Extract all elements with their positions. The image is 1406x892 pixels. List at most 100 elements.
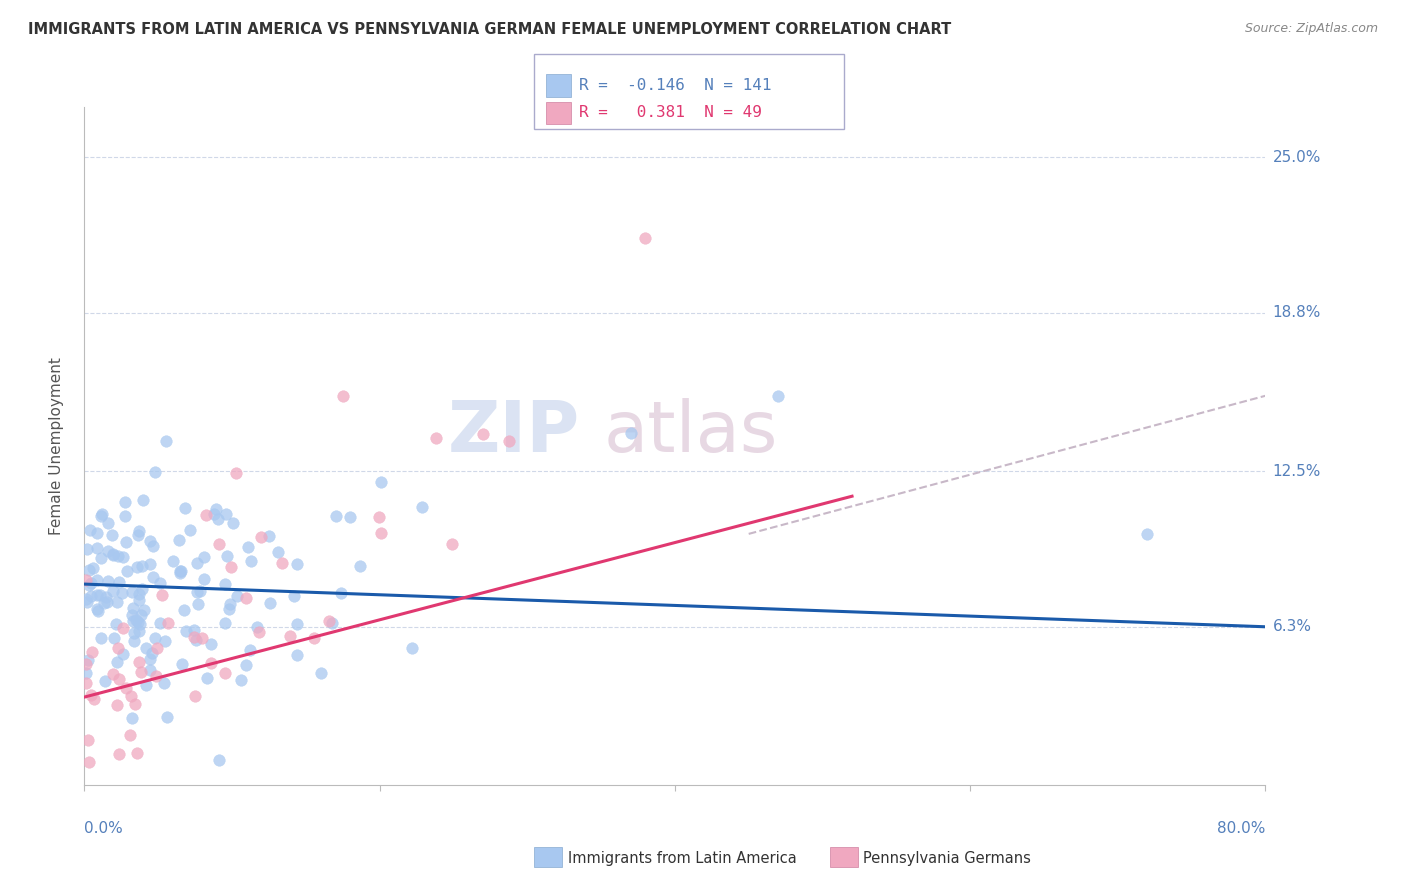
Point — [103, 666, 125, 681]
Point — [114, 495, 136, 509]
Point — [208, 537, 231, 551]
Point — [155, 434, 177, 448]
Point — [190, 631, 212, 645]
Point — [193, 549, 215, 564]
Point — [115, 564, 138, 578]
Point — [186, 585, 208, 599]
Point — [128, 592, 150, 607]
Point — [214, 666, 236, 681]
Point — [441, 537, 464, 551]
Point — [214, 616, 236, 631]
Point — [142, 569, 165, 583]
Text: Pennsylvania Germans: Pennsylvania Germans — [863, 851, 1031, 865]
Point — [349, 558, 371, 573]
Point — [768, 389, 790, 403]
Point — [162, 554, 184, 568]
Point — [86, 573, 108, 587]
Point — [145, 668, 167, 682]
Point — [143, 465, 166, 479]
Point — [77, 755, 100, 769]
Text: R =  -0.146  N = 141: R = -0.146 N = 141 — [579, 78, 772, 93]
Point — [129, 607, 152, 622]
Point — [167, 533, 190, 547]
Point — [107, 549, 129, 563]
Point — [83, 692, 105, 706]
Point — [75, 657, 97, 671]
Point — [145, 641, 167, 656]
Point — [283, 590, 305, 604]
Point — [225, 589, 247, 603]
Point — [208, 753, 231, 767]
Point — [135, 641, 157, 656]
Point — [235, 657, 257, 672]
Point — [125, 747, 148, 761]
Point — [267, 545, 290, 559]
Point — [188, 584, 211, 599]
Point — [89, 588, 111, 602]
Point — [169, 566, 191, 580]
Point — [87, 604, 110, 618]
Point — [128, 655, 150, 669]
Point — [101, 548, 124, 562]
Point — [124, 697, 146, 711]
Point — [194, 508, 217, 522]
Point — [75, 573, 97, 587]
Point — [174, 501, 197, 516]
Point — [330, 586, 353, 600]
Point — [239, 643, 262, 657]
Point — [77, 733, 100, 747]
Point — [156, 709, 179, 723]
Point — [202, 507, 225, 521]
Point — [498, 434, 520, 449]
Point — [75, 676, 97, 690]
Point — [82, 560, 104, 574]
Point — [134, 603, 156, 617]
Point — [150, 588, 173, 602]
Point — [121, 584, 143, 599]
Point — [187, 597, 209, 611]
Point — [179, 523, 201, 537]
Point — [157, 616, 180, 631]
Point — [170, 564, 193, 578]
Point — [86, 525, 108, 540]
Text: ZIP: ZIP — [449, 398, 581, 467]
Point — [125, 613, 148, 627]
Point — [128, 624, 150, 639]
Point — [105, 595, 128, 609]
Point — [149, 615, 172, 630]
Point — [235, 591, 257, 606]
Point — [101, 528, 124, 542]
Point — [120, 689, 142, 703]
Point — [205, 501, 228, 516]
Point — [111, 586, 134, 600]
Point — [101, 584, 124, 599]
Point — [174, 624, 197, 638]
Point — [111, 647, 134, 661]
Point — [107, 641, 129, 656]
Point — [121, 608, 143, 623]
Point — [121, 710, 143, 724]
Point — [186, 556, 208, 570]
Point — [142, 539, 165, 553]
Point — [214, 577, 236, 591]
Point — [219, 597, 242, 611]
Point — [285, 648, 308, 663]
Point — [121, 600, 143, 615]
Point — [112, 549, 135, 564]
Point — [114, 509, 136, 524]
Point — [125, 560, 148, 574]
Text: Source: ZipAtlas.com: Source: ZipAtlas.com — [1244, 22, 1378, 36]
Point — [80, 575, 103, 590]
Point — [169, 564, 191, 578]
Point — [183, 630, 205, 644]
Point — [218, 602, 240, 616]
Text: 6.3%: 6.3% — [1272, 619, 1312, 634]
Point — [193, 573, 215, 587]
Text: 18.8%: 18.8% — [1272, 305, 1320, 320]
Point — [332, 389, 354, 403]
Point — [339, 509, 361, 524]
Point — [401, 641, 423, 656]
Text: IMMIGRANTS FROM LATIN AMERICA VS PENNSYLVANIA GERMAN FEMALE UNEMPLOYMENT CORRELA: IMMIGRANTS FROM LATIN AMERICA VS PENNSYL… — [28, 22, 952, 37]
Point — [75, 665, 97, 680]
Y-axis label: Female Unemployment: Female Unemployment — [49, 357, 63, 535]
